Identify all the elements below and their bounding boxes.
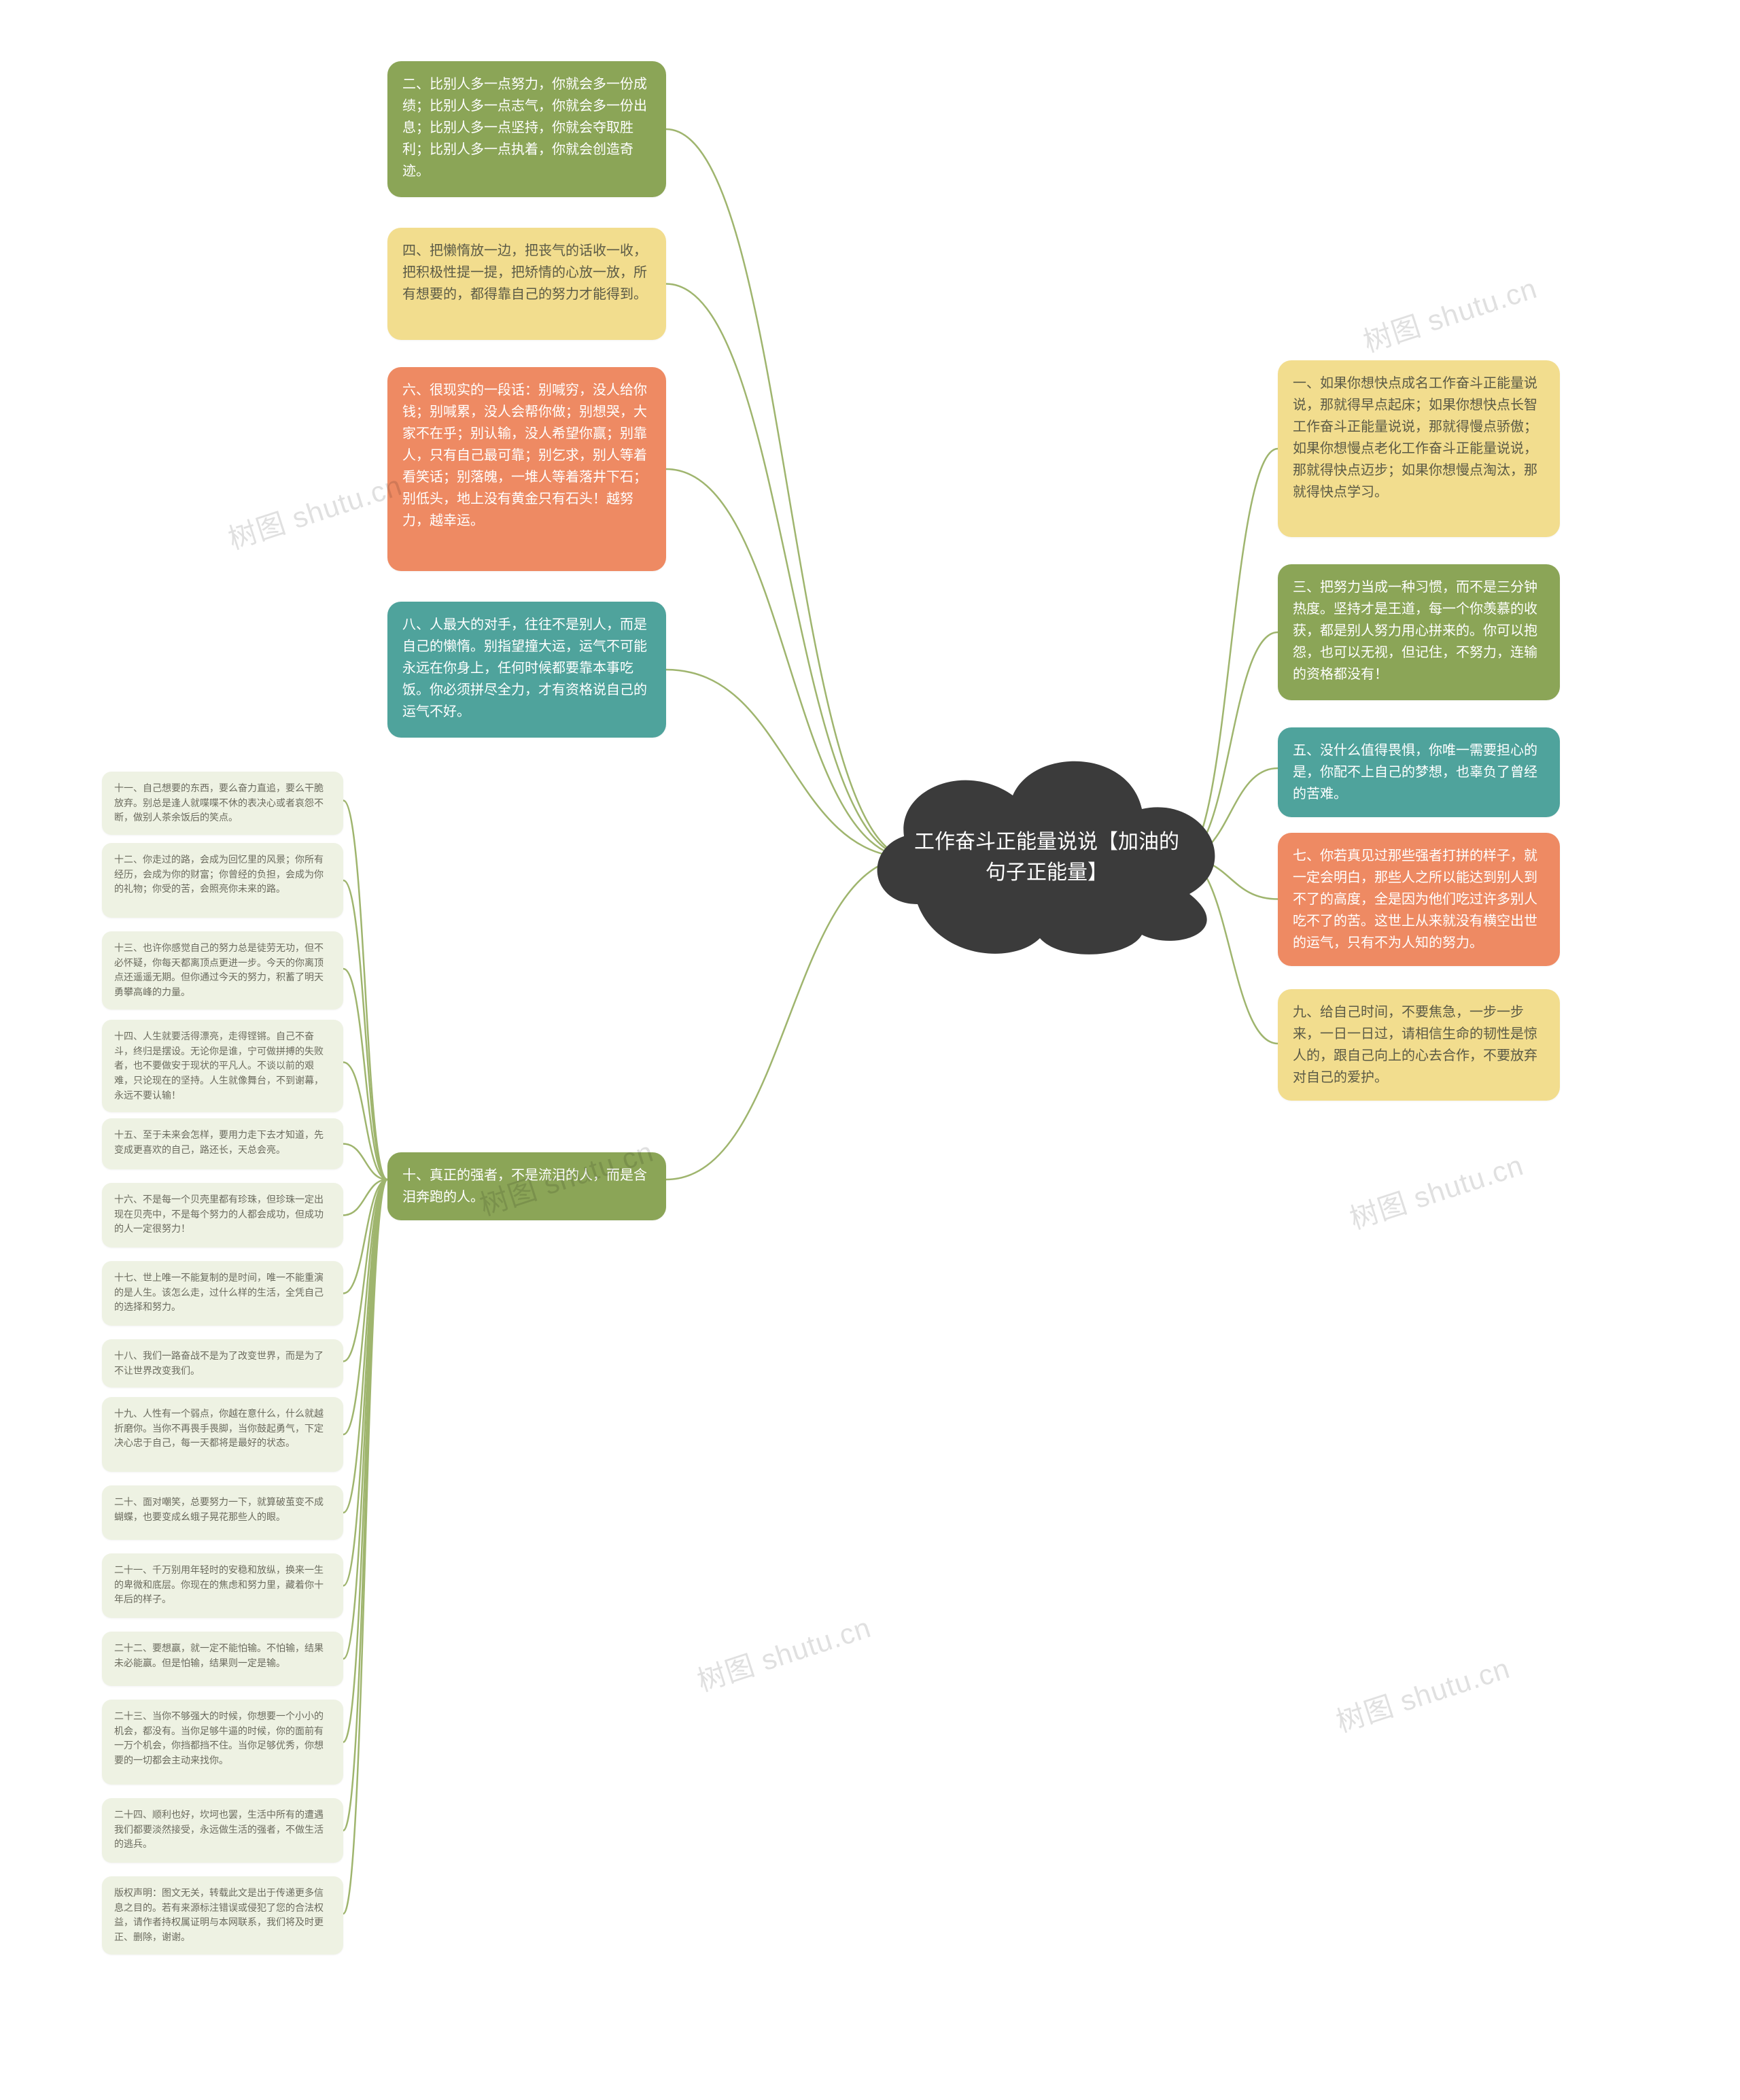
left-node-n4: 四、把懒惰放一边，把丧气的话收一收，把积极性提一提，把矫情的心放一放，所有想要的…	[387, 228, 666, 340]
watermark: 树图 shutu.cn	[1330, 1645, 1514, 1740]
right-node-r7: 七、你若真见过那些强者打拼的样子，就一定会明白，那些人之所以能达到别人到不了的高…	[1278, 833, 1560, 966]
tiny-node-t22: 二十二、要想赢，就一定不能怕输。不怕输，结果未必能赢。但是怕输，结果则一定是输。	[102, 1632, 343, 1686]
tiny-node-t17: 十七、世上唯一不能复制的是时间，唯一不能重演的是人生。该怎么走，过什么样的生活，…	[102, 1261, 343, 1326]
tiny-node-t16: 十六、不是每一个贝壳里都有珍珠，但珍珠一定出现在贝壳中，不是每个努力的人都会成功…	[102, 1183, 343, 1247]
right-node-r1: 一、如果你想快点成名工作奋斗正能量说说，那就得早点起床；如果你想快点长智工作奋斗…	[1278, 360, 1560, 537]
watermark: 树图 shutu.cn	[691, 1604, 875, 1700]
left-node-n2: 二、比别人多一点努力，你就会多一份成绩；比别人多一点志气，你就会多一份出息；比别…	[387, 61, 666, 197]
tiny-node-t21: 二十一、千万别用年轻时的安稳和放纵，换来一生的卑微和底层。你现在的焦虑和努力里，…	[102, 1553, 343, 1618]
tiny-node-t11: 十一、自己想要的东西，要么奋力直追，要么干脆放弃。别总是逢人就喋喋不休的表决心或…	[102, 772, 343, 835]
right-node-r5: 五、没什么值得畏惧，你唯一需要担心的是，你配不上自己的梦想，也辜负了曾经的苦难。	[1278, 727, 1560, 817]
right-node-r9: 九、给自己时间，不要焦急，一步一步来，一日一日过，请相信生命的韧性是惊人的，跟自…	[1278, 989, 1560, 1101]
tiny-node-t20: 二十、面对嘲笑，总要努力一下，就算破茧变不成蝴蝶，也要变成幺蛾子晃花那些人的眼。	[102, 1485, 343, 1540]
watermark: 树图 shutu.cn	[1344, 1142, 1528, 1237]
watermark: 树图 shutu.cn	[1357, 265, 1542, 360]
mindmap-canvas: 工作奋斗正能量说说【加油的句子正能量】 二、比别人多一点努力，你就会多一份成绩；比…	[0, 0, 1740, 2100]
tiny-node-t12: 十二、你走过的路，会成为回忆里的风景；你所有经历，会成为你的财富；你曾经的负担，…	[102, 843, 343, 918]
center-topic-label: 工作奋斗正能量说说【加油的句子正能量】	[914, 827, 1180, 888]
tiny-node-t25: 版权声明：图文无关，转载此文是出于传递更多信息之目的。若有来源标注错误或侵犯了您…	[102, 1876, 343, 1955]
tiny-node-t13: 十三、也许你感觉自己的努力总是徒劳无功，但不必怀疑，你每天都离顶点更进一步。今天…	[102, 931, 343, 1010]
right-node-r3: 三、把努力当成一种习惯，而不是三分钟热度。坚持才是王道，每一个你羡慕的收获，都是…	[1278, 564, 1560, 700]
tiny-node-t23: 二十三、当你不够强大的时候，你想要一个小小的机会，都没有。当你足够牛逼的时候，你…	[102, 1700, 343, 1785]
center-topic-cloud: 工作奋斗正能量说说【加油的句子正能量】	[856, 734, 1237, 959]
left-node-10: 十、真正的强者，不是流泪的人，而是含泪奔跑的人。	[387, 1152, 666, 1220]
tiny-node-t14: 十四、人生就要活得漂亮，走得铿锵。自己不奋斗，终归是摆设。无论你是谁，宁可做拼搏…	[102, 1020, 343, 1112]
tiny-node-t15: 十五、至于未来会怎样，要用力走下去才知道，先变成更喜欢的自己，路还长，天总会亮。	[102, 1118, 343, 1169]
tiny-node-t19: 十九、人性有一个弱点，你越在意什么，什么就越折磨你。当你不再畏手畏脚，当你鼓起勇…	[102, 1397, 343, 1472]
watermark: 树图 shutu.cn	[222, 462, 406, 557]
tiny-node-t24: 二十四、顺利也好，坎坷也罢，生活中所有的遭遇我们都要淡然接受，永远做生活的强者，…	[102, 1798, 343, 1863]
left-node-n6: 六、很现实的一段话：别喊穷，没人给你钱；别喊累，没人会帮你做；别想哭，大家不在乎…	[387, 367, 666, 571]
tiny-node-t18: 十八、我们一路奋战不是为了改变世界，而是为了不让世界改变我们。	[102, 1339, 343, 1388]
left-node-n8: 八、人最大的对手，往往不是别人，而是自己的懒惰。别指望撞大运，运气不可能永远在你…	[387, 602, 666, 738]
